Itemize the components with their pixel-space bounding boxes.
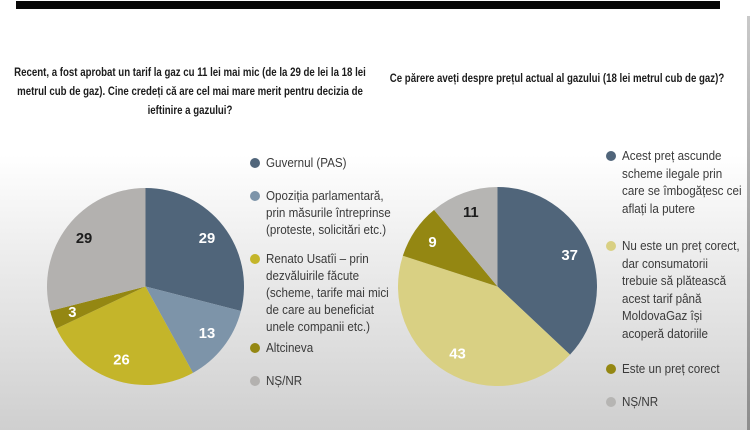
right-pie-chart: 37 43 9 11 xyxy=(398,187,597,386)
legend-bullet-icon xyxy=(250,376,260,386)
legend-label: Este un preț corect xyxy=(622,362,720,376)
pie-slice xyxy=(402,209,498,287)
legend-label: Renato Usatîi – prin dezvăluirile făcute… xyxy=(266,252,389,334)
legend-bullet-icon xyxy=(250,158,260,168)
pie-value-label: 13 xyxy=(199,326,215,342)
question-title-left: Recent, a fost aprobat un tarif la gaz c… xyxy=(14,67,366,117)
legend-item: NȘ/NR xyxy=(606,394,750,412)
pie-slice xyxy=(50,286,146,329)
legend-label: Nu este un preț corect, dar consumatorii… xyxy=(622,239,740,341)
legend-item: Opoziția parlamentară, prin măsurile înt… xyxy=(250,188,410,239)
pie-value-label: 11 xyxy=(463,204,479,221)
right-edge-shadow xyxy=(747,16,750,430)
pie-slice xyxy=(145,188,244,311)
legend-item: Este un preț corect xyxy=(606,361,750,379)
legend-item: Nu este un preț corect, dar consumatorii… xyxy=(606,238,750,343)
pie-slice xyxy=(47,188,146,311)
pie-value-label: 26 xyxy=(113,352,129,368)
left-pie-chart: 29 13 26 3 29 xyxy=(47,188,244,385)
legend-bullet-icon xyxy=(250,343,260,353)
pie-value-label: 9 xyxy=(428,234,436,251)
legend-label: Acest preț ascunde scheme ilegale prin c… xyxy=(622,149,742,216)
top-black-bar xyxy=(16,1,720,9)
legend-item: Altcineva xyxy=(250,340,410,357)
legend-label: Opoziția parlamentară, prin măsurile înt… xyxy=(266,189,391,237)
pie-value-label: 3 xyxy=(68,305,76,321)
pie-slice xyxy=(497,187,597,355)
legend-bullet-icon xyxy=(606,396,616,407)
legend-label: Altcineva xyxy=(266,341,314,355)
legend-bullet-icon xyxy=(250,254,260,264)
right-pie-legend: Acest preț ascunde scheme ilegale prin c… xyxy=(606,148,750,430)
legend-bullet-icon xyxy=(250,191,260,201)
left-pie-legend: Guvernul (PAS) Opoziția parlamentară, pri… xyxy=(250,155,410,406)
legend-bullet-icon xyxy=(606,241,616,251)
legend-label: Guvernul (PAS) xyxy=(266,156,347,170)
legend-item: Renato Usatîi – prin dezvăluirile făcute… xyxy=(250,251,410,336)
legend-item: NȘ/NR xyxy=(250,373,410,390)
question-title-right: Ce părere aveți despre prețul actual al … xyxy=(389,73,725,85)
legend-bullet-icon xyxy=(606,151,616,161)
pie-slice xyxy=(56,286,193,385)
pie-slice xyxy=(434,187,498,287)
pie-slice xyxy=(145,286,241,373)
legend-item: Acest preț ascunde scheme ilegale prin c… xyxy=(606,148,750,218)
pie-value-label: 43 xyxy=(449,346,466,363)
legend-label: NȘ/NR xyxy=(622,394,659,409)
pie-value-label: 29 xyxy=(199,231,215,247)
pie-slice xyxy=(398,255,571,386)
pie-value-label: 29 xyxy=(76,231,92,247)
legend-bullet-icon xyxy=(606,364,616,374)
legend-label: NȘ/NR xyxy=(266,374,303,388)
legend-item: Guvernul (PAS) xyxy=(250,155,410,172)
pie-value-label: 37 xyxy=(561,247,578,264)
